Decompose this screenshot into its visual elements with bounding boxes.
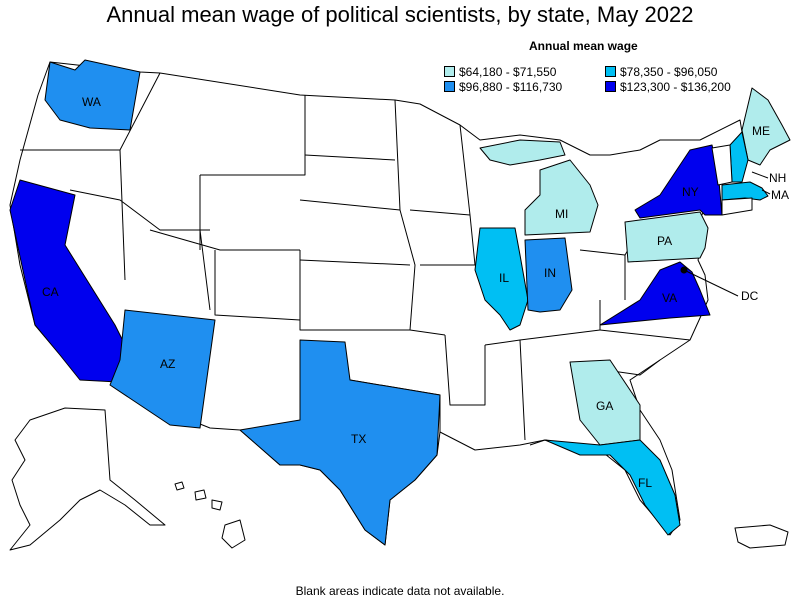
footnote: Blank areas indicate data not available. xyxy=(295,584,505,598)
state-ak xyxy=(9,407,166,551)
state-pa[interactable] xyxy=(624,211,709,263)
label-wa: WA xyxy=(82,95,101,109)
state-ny[interactable] xyxy=(634,144,723,219)
state-me[interactable] xyxy=(741,87,791,166)
state-hi xyxy=(174,481,246,549)
legend-item-tier-4: $123,300 - $136,200 xyxy=(605,80,731,94)
label-nh: NH xyxy=(769,171,786,185)
legend-swatch-tier-3 xyxy=(444,81,455,92)
state-az[interactable] xyxy=(109,309,216,429)
state-ct-ri xyxy=(721,197,753,216)
label-ny: NY xyxy=(682,185,699,199)
legend-swatch-tier-4 xyxy=(605,81,616,92)
label-ma: MA xyxy=(771,188,789,202)
state-mi-upper[interactable] xyxy=(479,139,566,166)
legend-label-tier-2: $78,350 - $96,050 xyxy=(620,65,718,79)
label-pa: PA xyxy=(657,234,672,248)
label-mi: MI xyxy=(555,207,568,221)
state-ca[interactable] xyxy=(9,179,126,383)
legend-title: Annual mean wage xyxy=(529,39,638,53)
label-tx: TX xyxy=(351,432,366,446)
state-vt xyxy=(711,144,733,186)
label-dc: DC xyxy=(741,289,759,303)
state-tx[interactable] xyxy=(239,339,441,546)
legend-label-tier-4: $123,300 - $136,200 xyxy=(620,80,731,94)
legend-swatch-tier-1 xyxy=(444,66,455,77)
state-ma[interactable] xyxy=(721,181,769,201)
legend-item-tier-1: $64,180 - $71,550 xyxy=(444,65,556,79)
state-in[interactable] xyxy=(524,237,573,313)
legend-item-tier-2: $78,350 - $96,050 xyxy=(605,65,717,79)
label-il: IL xyxy=(499,271,509,285)
label-me: ME xyxy=(752,124,770,138)
state-il[interactable] xyxy=(474,227,529,331)
state-mi-lower[interactable] xyxy=(524,159,599,236)
label-ca: CA xyxy=(42,285,59,299)
legend-swatch-tier-2 xyxy=(605,66,616,77)
label-az: AZ xyxy=(160,357,175,371)
legend-item-tier-3: $96,880 - $116,730 xyxy=(444,80,562,94)
leader-lines xyxy=(683,171,771,297)
state-wa[interactable] xyxy=(44,59,141,131)
label-fl: FL xyxy=(638,476,652,490)
legend-label-tier-3: $96,880 - $116,730 xyxy=(459,80,563,94)
state-va[interactable] xyxy=(599,261,711,326)
label-va: VA xyxy=(662,291,677,305)
label-in: IN xyxy=(544,266,556,280)
map-title: Annual mean wage of political scientists… xyxy=(106,2,694,27)
state-borders xyxy=(20,72,691,446)
label-ga: GA xyxy=(596,399,613,413)
puerto-rico xyxy=(734,524,789,549)
legend-label-tier-1: $64,180 - $71,550 xyxy=(459,65,557,79)
state-fl[interactable] xyxy=(544,439,681,536)
